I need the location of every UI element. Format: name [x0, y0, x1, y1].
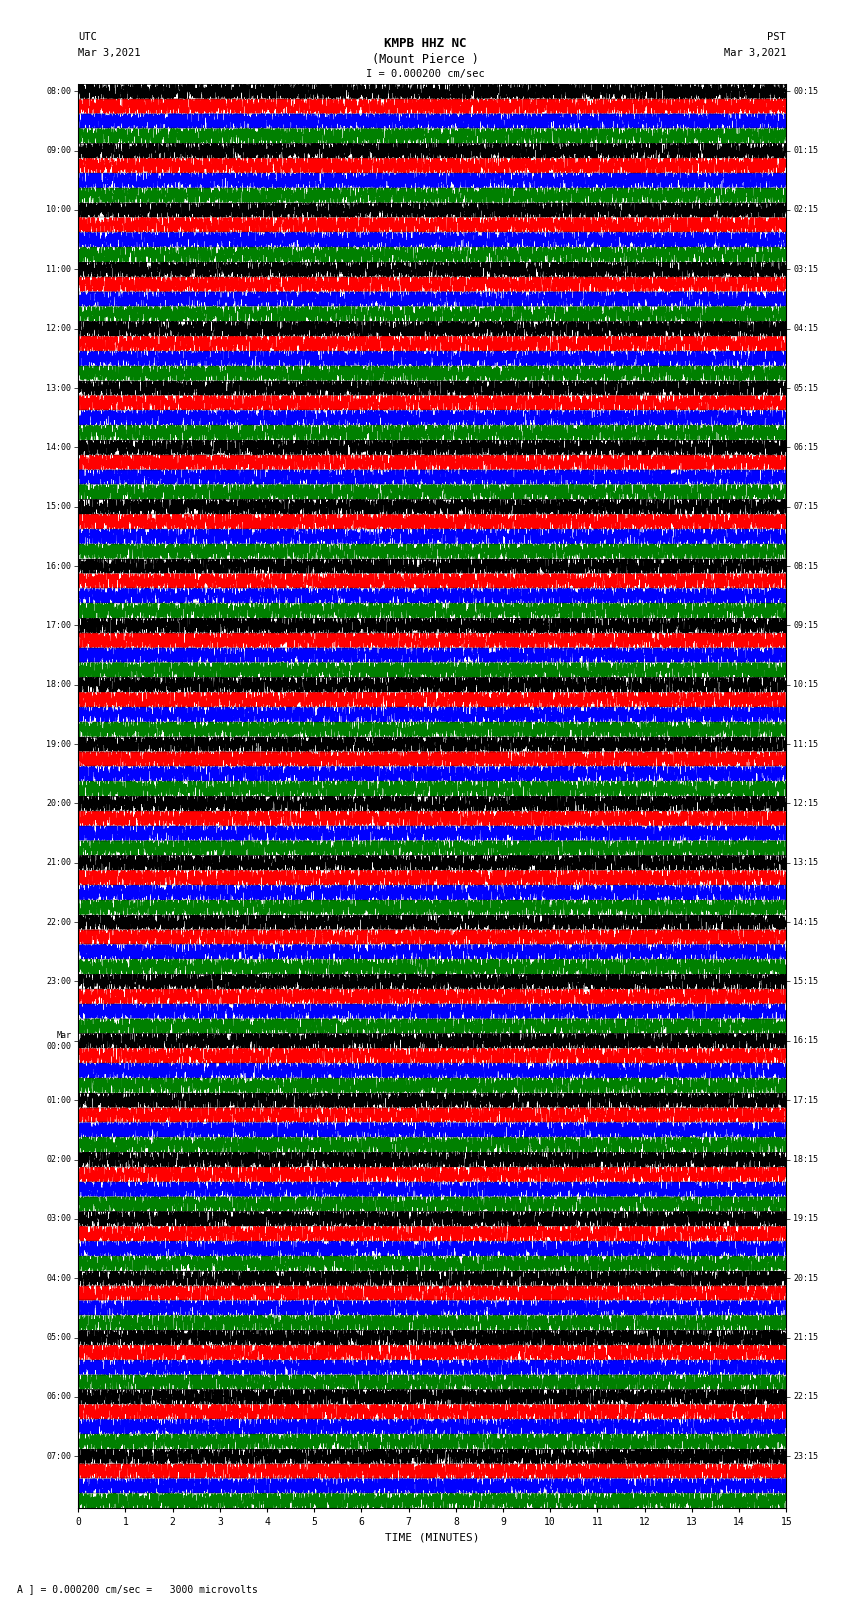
Text: PST: PST	[768, 32, 786, 42]
Text: Mar 3,2021: Mar 3,2021	[723, 48, 786, 58]
Text: Mar 3,2021: Mar 3,2021	[78, 48, 141, 58]
Text: KMPB HHZ NC: KMPB HHZ NC	[383, 37, 467, 50]
Text: (Mount Pierce ): (Mount Pierce )	[371, 53, 479, 66]
X-axis label: TIME (MINUTES): TIME (MINUTES)	[385, 1532, 479, 1542]
Text: A ] = 0.000200 cm/sec =   3000 microvolts: A ] = 0.000200 cm/sec = 3000 microvolts	[17, 1584, 258, 1594]
Text: I = 0.000200 cm/sec: I = 0.000200 cm/sec	[366, 69, 484, 79]
Text: UTC: UTC	[78, 32, 97, 42]
